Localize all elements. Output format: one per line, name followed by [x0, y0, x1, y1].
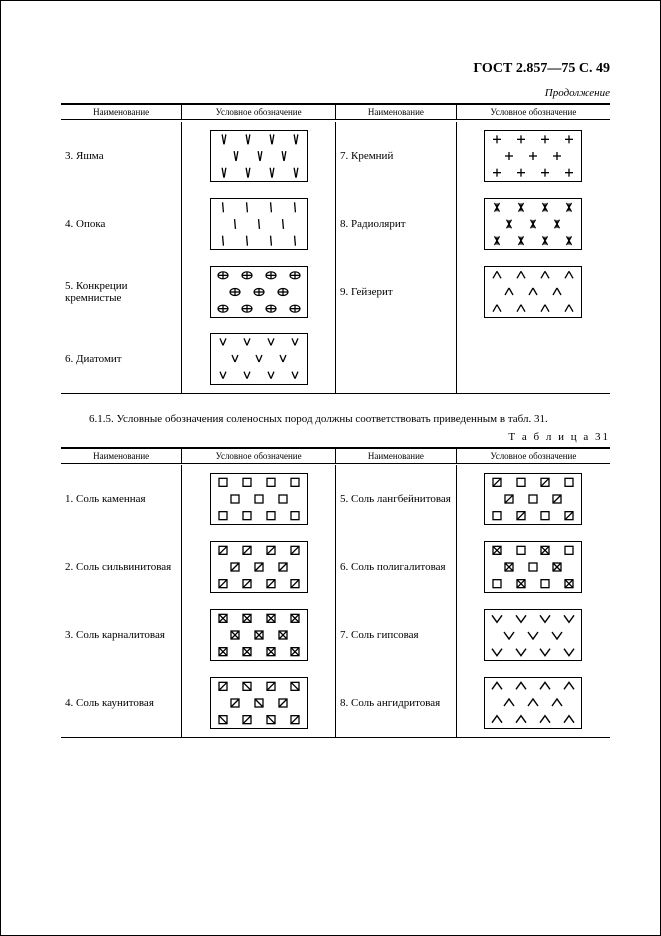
- table-row: 4. Опока 8. Радиолярит: [61, 190, 610, 258]
- row-symbol: [182, 465, 336, 533]
- pattern-swatch: [484, 130, 582, 182]
- table-header-row: Наименование Условное обозначение Наимен…: [61, 448, 610, 464]
- row-symbol: [456, 258, 610, 326]
- paragraph-615: 6.1.5. Условные обозначения соленосных п…: [61, 412, 610, 427]
- pattern-swatch: [210, 266, 308, 318]
- row-name: 7. Соль гипсовая: [335, 601, 456, 669]
- row-symbol: [182, 326, 336, 394]
- row-symbol: [456, 326, 610, 394]
- pattern-swatch: [484, 677, 582, 729]
- row-name: 4. Соль каунитовая: [61, 669, 182, 737]
- row-symbol: [182, 669, 336, 737]
- row-symbol: [456, 669, 610, 737]
- col-symbol-1: Условное обозначение: [182, 104, 336, 120]
- page: ГОСТ 2.857—75 С. 49 Продолжение Наименов…: [0, 0, 661, 936]
- row-symbol: [456, 465, 610, 533]
- pattern-swatch: [210, 198, 308, 250]
- row-symbol: [456, 533, 610, 601]
- table-row: 6. Диатомит: [61, 326, 610, 394]
- table-row: 5. Конкреции кремнистые 9. Гейзерит: [61, 258, 610, 326]
- row-symbol: [182, 533, 336, 601]
- row-name: 4. Опока: [61, 190, 182, 258]
- table-row: 4. Соль каунитовая 8. Соль ангидритовая: [61, 669, 610, 737]
- col-symbol-2: Условное обозначение: [456, 448, 610, 464]
- row-name: 3. Яшма: [61, 122, 182, 190]
- col-symbol-2: Условное обозначение: [456, 104, 610, 120]
- row-name: 8. Соль ангидритовая: [335, 669, 456, 737]
- row-name: 8. Радиолярит: [335, 190, 456, 258]
- col-name-1: Наименование: [61, 104, 182, 120]
- row-symbol: [182, 258, 336, 326]
- row-name: 3. Соль карналитовая: [61, 601, 182, 669]
- row-name: 5. Соль лангбейнитовая: [335, 465, 456, 533]
- col-name-2: Наименование: [335, 448, 456, 464]
- pattern-swatch: [484, 541, 582, 593]
- col-name-1: Наименование: [61, 448, 182, 464]
- table-row: 3. Яшма 7. Кремний: [61, 122, 610, 190]
- row-name: 6. Соль полигалитовая: [335, 533, 456, 601]
- row-name: [335, 326, 456, 394]
- pattern-swatch: [210, 541, 308, 593]
- table-header-row: Наименование Условное обозначение Наимен…: [61, 104, 610, 120]
- table-row: 2. Соль сильвинитовая 6. Соль полигалитов…: [61, 533, 610, 601]
- pattern-swatch: [210, 473, 308, 525]
- row-name: 7. Кремний: [335, 122, 456, 190]
- col-symbol-1: Условное обозначение: [182, 448, 336, 464]
- row-symbol: [456, 190, 610, 258]
- row-symbol: [182, 122, 336, 190]
- row-name: 5. Конкреции кремнистые: [61, 258, 182, 326]
- table-row: 3. Соль карналитовая 7. Соль гипсовая: [61, 601, 610, 669]
- pattern-swatch: [484, 609, 582, 661]
- table-continuation: Наименование Условное обозначение Наимен…: [61, 103, 610, 394]
- pattern-swatch: [210, 333, 308, 385]
- table-row: 1. Соль каменная 5. Соль лангбейнитовая: [61, 465, 610, 533]
- col-name-2: Наименование: [335, 104, 456, 120]
- table-31: Наименование Условное обозначение Наимен…: [61, 447, 610, 738]
- row-symbol: [182, 190, 336, 258]
- pattern-swatch: [210, 677, 308, 729]
- doc-header: ГОСТ 2.857—75 С. 49: [61, 61, 610, 77]
- pattern-swatch: [210, 130, 308, 182]
- row-name: 6. Диатомит: [61, 326, 182, 394]
- row-symbol: [182, 601, 336, 669]
- pattern-swatch: [484, 266, 582, 318]
- continuation-label: Продолжение: [61, 87, 610, 99]
- row-name: 1. Соль каменная: [61, 465, 182, 533]
- pattern-swatch: [210, 609, 308, 661]
- table-31-caption: Т а б л и ц а 31: [61, 431, 610, 443]
- row-name: 9. Гейзерит: [335, 258, 456, 326]
- row-symbol: [456, 601, 610, 669]
- row-name: 2. Соль сильвинитовая: [61, 533, 182, 601]
- pattern-swatch: [484, 198, 582, 250]
- row-symbol: [456, 122, 610, 190]
- pattern-swatch: [484, 473, 582, 525]
